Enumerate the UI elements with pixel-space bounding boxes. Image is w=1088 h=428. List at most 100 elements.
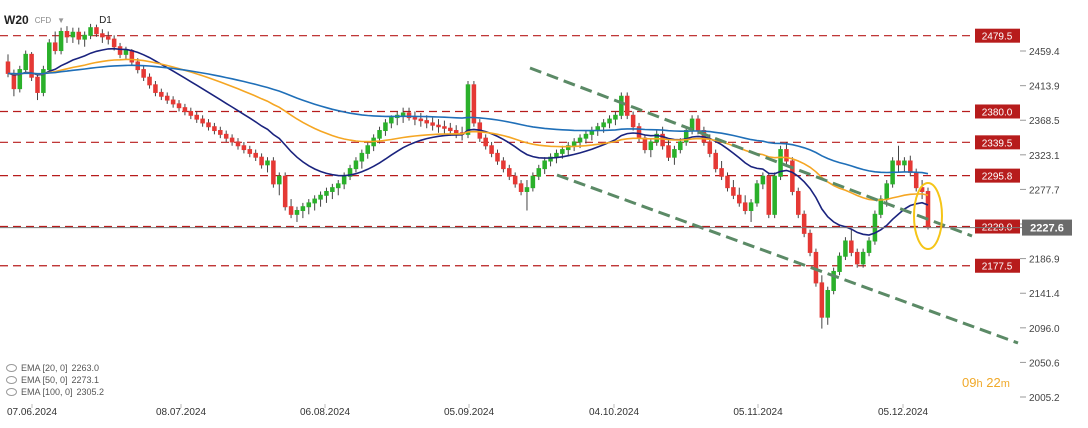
candle-body [123,50,129,55]
candle-body [164,95,170,101]
candle-body [731,187,736,196]
highlight-circle [913,182,943,250]
legend-label: EMA [50, 0] [21,375,68,385]
candle-body [389,117,394,124]
candle-body [300,206,306,212]
candle-body [866,240,872,253]
candle-body [212,126,217,132]
candle-body [47,42,52,71]
candle-body [908,160,913,173]
level-label-box [975,28,1020,43]
candle-body [29,53,34,78]
candle-body [772,175,777,215]
candle-body [359,152,365,162]
candle-body [229,137,235,143]
candle-body [105,36,111,40]
candle-body [312,198,317,204]
y-tick-label: 2050.6 [1029,358,1060,369]
candle-body [666,145,671,158]
trendline-upper [529,66,973,238]
candle-body [660,133,665,147]
eye-icon[interactable] [6,364,17,372]
legend-value: 2273.1 [71,375,100,385]
candle-body [5,61,11,74]
candle-body [436,124,441,128]
y-tick-label: 2005.2 [1029,393,1060,404]
candle-body [489,145,494,154]
candle-body [748,202,754,212]
candle-body [247,149,253,154]
level-label: 2339.5 [982,138,1013,149]
candle-body [170,99,176,105]
candle-body [565,145,571,151]
symbol-label[interactable]: W20 [4,13,29,27]
legend-label: EMA [20, 0] [21,363,68,373]
y-tick-label: 2413.9 [1029,82,1060,93]
candle-body [695,118,701,132]
countdown-hours: 09 [962,375,977,390]
legend-ema100[interactable]: EMA [100, 0] 2305.2 [6,386,104,398]
candle-body [501,160,506,170]
candle-body [766,175,772,215]
legend-ema20[interactable]: EMA [20, 0] 2263.0 [6,362,104,374]
candle-body [418,118,424,122]
x-tick-label: 05.09.2024 [444,407,494,418]
candle-body [430,122,435,126]
candle-body [571,141,577,147]
current-price-label: 2227.6 [1030,223,1064,235]
candle-body [849,240,854,253]
candle-body [383,122,388,132]
y-tick-label: 2096.0 [1029,324,1060,335]
candle-body [619,95,624,116]
candle-body [860,251,866,265]
candle-body [271,160,276,185]
candle-body [324,190,329,196]
ema50-line [7,58,929,201]
candle-body [784,149,789,162]
candle-body [795,190,801,215]
candle-body [801,213,807,234]
countdown-minutes-unit: m [1000,378,1010,390]
candle-body [412,117,418,120]
eye-icon[interactable] [6,388,17,396]
candle-body [560,149,565,154]
candle-body [624,95,630,116]
candle-body [854,251,860,265]
timeframe-label[interactable]: D1 [99,14,112,26]
legend-label: EMA [100, 0] [21,387,73,397]
candle-body [648,141,654,151]
symbol-dropdown-icon[interactable]: ▼ [57,15,66,25]
candle-body [282,175,288,208]
candle-body [448,127,453,132]
candle-body [147,76,152,86]
current-price-box [1022,219,1072,236]
candle-countdown: 09h 22m [962,375,1010,390]
candle-body [913,171,919,189]
indicator-legend: EMA [20, 0] 2263.0 EMA [50, 0] 2273.1 EMA … [6,362,104,398]
candle-body [82,34,87,40]
eye-icon[interactable] [6,376,17,384]
level-label-box [975,135,1020,150]
x-tick-label: 08.07.2024 [156,407,206,418]
candle-body [200,118,205,124]
candle-body [111,38,117,48]
y-tick-label: 2368.5 [1029,116,1060,127]
candle-body [253,152,258,158]
candle-body [607,118,612,124]
candle-body [353,160,359,170]
candle-body [754,183,760,204]
level-label-box [975,219,1020,234]
candle-body [548,156,553,162]
candle-body [778,149,783,177]
candle-body [377,130,382,139]
legend-ema50[interactable]: EMA [50, 0] 2273.1 [6,374,104,386]
y-tick-label: 2277.7 [1029,185,1060,196]
candle-body [512,175,518,185]
candle-body [52,42,58,52]
candle-body [88,27,93,36]
candle-body [495,152,500,162]
candle-body [347,168,353,177]
candle-body [58,30,64,52]
